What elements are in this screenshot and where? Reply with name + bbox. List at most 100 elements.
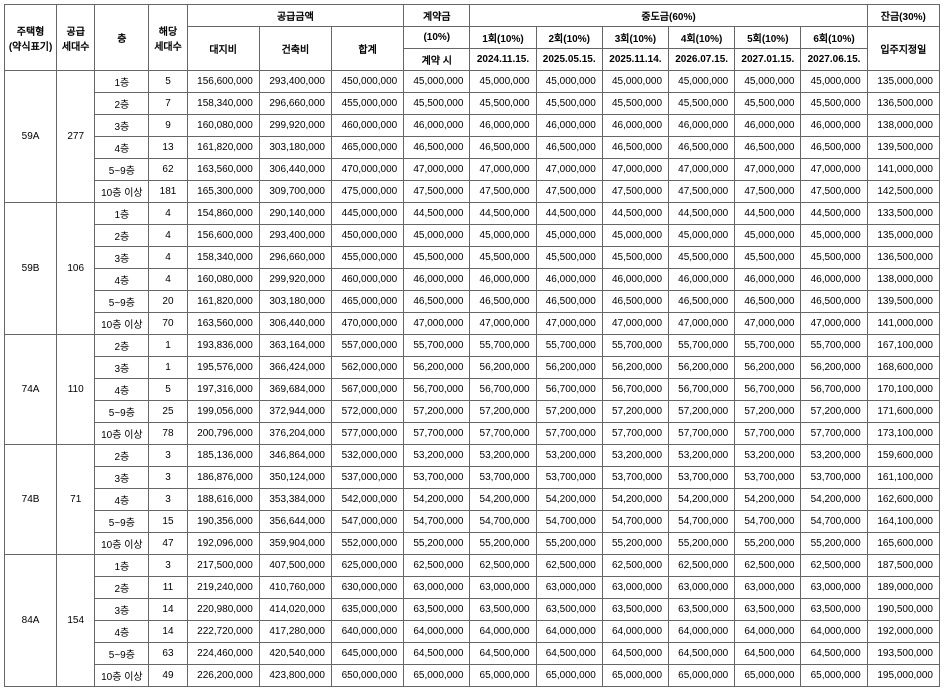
cell-int2: 45,000,000	[536, 225, 602, 247]
cell-total: 625,000,000	[331, 555, 403, 577]
cell-int3: 64,500,000	[602, 643, 668, 665]
cell-land: 185,136,000	[187, 445, 259, 467]
cell-units: 181	[149, 181, 187, 203]
cell-total: 562,000,000	[331, 357, 403, 379]
cell-int1: 45,500,000	[470, 247, 536, 269]
cell-int6: 54,200,000	[801, 489, 867, 511]
cell-int5: 56,700,000	[735, 379, 801, 401]
cell-total: 552,000,000	[331, 533, 403, 555]
table-row: 59B1061층4154,860,000290,140,000445,000,0…	[5, 203, 940, 225]
cell-int1: 46,000,000	[470, 269, 536, 291]
cell-total: 455,000,000	[331, 93, 403, 115]
cell-int1: 64,500,000	[470, 643, 536, 665]
table-body: 59A2771층5156,600,000293,400,000450,000,0…	[5, 71, 940, 687]
cell-build: 372,944,000	[259, 401, 331, 423]
cell-contract: 62,500,000	[404, 555, 470, 577]
cell-type: 59A	[5, 71, 57, 203]
cell-int6: 56,700,000	[801, 379, 867, 401]
cell-int5: 46,000,000	[735, 269, 801, 291]
cell-int4: 65,000,000	[669, 665, 735, 687]
cell-int6: 53,200,000	[801, 445, 867, 467]
hdr-date3: 2025.11.14.	[602, 49, 668, 71]
cell-contract: 55,700,000	[404, 335, 470, 357]
cell-land: 156,600,000	[187, 71, 259, 93]
hdr-date4: 2026.07.15.	[669, 49, 735, 71]
cell-build: 407,500,000	[259, 555, 331, 577]
cell-int6: 54,700,000	[801, 511, 867, 533]
cell-int6: 57,700,000	[801, 423, 867, 445]
cell-units: 14	[149, 621, 187, 643]
cell-contract: 47,000,000	[404, 159, 470, 181]
cell-balance: 139,500,000	[867, 137, 939, 159]
cell-int2: 57,700,000	[536, 423, 602, 445]
cell-int2: 62,500,000	[536, 555, 602, 577]
cell-int6: 46,500,000	[801, 291, 867, 313]
cell-build: 350,124,000	[259, 467, 331, 489]
cell-contract: 53,700,000	[404, 467, 470, 489]
cell-units: 1	[149, 357, 187, 379]
cell-balance: 171,600,000	[867, 401, 939, 423]
cell-int4: 47,500,000	[669, 181, 735, 203]
cell-int5: 46,000,000	[735, 115, 801, 137]
cell-int6: 45,500,000	[801, 247, 867, 269]
cell-floor: 2층	[95, 577, 149, 599]
cell-int5: 56,200,000	[735, 357, 801, 379]
cell-total: 542,000,000	[331, 489, 403, 511]
cell-land: 199,056,000	[187, 401, 259, 423]
cell-int1: 56,200,000	[470, 357, 536, 379]
cell-int2: 56,200,000	[536, 357, 602, 379]
cell-land: 200,796,000	[187, 423, 259, 445]
cell-int6: 46,000,000	[801, 115, 867, 137]
cell-units: 3	[149, 445, 187, 467]
cell-int4: 46,000,000	[669, 115, 735, 137]
cell-build: 369,684,000	[259, 379, 331, 401]
hdr-int6: 6회(10%)	[801, 27, 867, 49]
cell-balance: 135,000,000	[867, 71, 939, 93]
cell-int5: 45,500,000	[735, 247, 801, 269]
cell-contract: 46,500,000	[404, 137, 470, 159]
cell-land: 192,096,000	[187, 533, 259, 555]
cell-contract: 56,700,000	[404, 379, 470, 401]
hdr-total: 합계	[331, 27, 403, 71]
cell-balance: 192,000,000	[867, 621, 939, 643]
cell-int4: 53,700,000	[669, 467, 735, 489]
cell-floor: 4층	[95, 137, 149, 159]
cell-int6: 65,000,000	[801, 665, 867, 687]
cell-total: 537,000,000	[331, 467, 403, 489]
cell-contract: 55,200,000	[404, 533, 470, 555]
cell-balance: 165,600,000	[867, 533, 939, 555]
cell-build: 353,384,000	[259, 489, 331, 511]
cell-balance: 170,100,000	[867, 379, 939, 401]
cell-int2: 53,700,000	[536, 467, 602, 489]
cell-int4: 53,200,000	[669, 445, 735, 467]
cell-build: 423,800,000	[259, 665, 331, 687]
cell-total: 460,000,000	[331, 269, 403, 291]
table-row: 74B712층3185,136,000346,864,000532,000,00…	[5, 445, 940, 467]
cell-build: 306,440,000	[259, 313, 331, 335]
hdr-units-label: 해당 세대수	[154, 27, 182, 53]
cell-units: 3	[149, 555, 187, 577]
hdr-date2: 2025.05.15.	[536, 49, 602, 71]
cell-int2: 46,000,000	[536, 115, 602, 137]
table-row: 4층3188,616,000353,384,000542,000,00054,2…	[5, 489, 940, 511]
cell-int3: 55,700,000	[602, 335, 668, 357]
cell-floor: 2층	[95, 445, 149, 467]
cell-units: 4	[149, 269, 187, 291]
cell-int2: 64,500,000	[536, 643, 602, 665]
cell-int6: 53,700,000	[801, 467, 867, 489]
cell-contract: 45,000,000	[404, 71, 470, 93]
cell-balance: 142,500,000	[867, 181, 939, 203]
cell-int6: 46,000,000	[801, 269, 867, 291]
cell-int2: 54,700,000	[536, 511, 602, 533]
cell-units: 4	[149, 225, 187, 247]
cell-int4: 54,700,000	[669, 511, 735, 533]
cell-land: 217,500,000	[187, 555, 259, 577]
cell-balance: 168,600,000	[867, 357, 939, 379]
cell-total: 640,000,000	[331, 621, 403, 643]
cell-units: 5	[149, 71, 187, 93]
cell-int2: 56,700,000	[536, 379, 602, 401]
cell-int4: 56,200,000	[669, 357, 735, 379]
cell-int4: 45,500,000	[669, 93, 735, 115]
cell-int6: 47,500,000	[801, 181, 867, 203]
cell-int3: 45,500,000	[602, 93, 668, 115]
